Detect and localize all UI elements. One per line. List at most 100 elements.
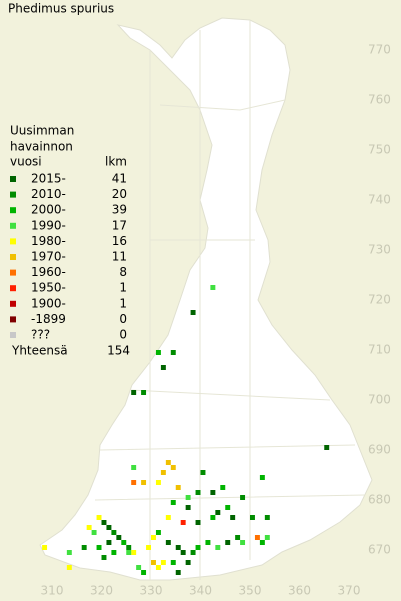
observation-cell (240, 495, 246, 500)
observation-cell (141, 480, 147, 485)
legend-swatch (10, 269, 16, 276)
y-axis-label: 740 (368, 193, 391, 207)
observation-cell (151, 560, 156, 565)
legend-swatch (10, 191, 16, 198)
y-axis-label: 770 (368, 43, 391, 57)
observation-cell (121, 540, 127, 545)
legend-heading: vuosi (10, 155, 42, 169)
y-axis-label: 750 (368, 143, 391, 157)
observation-cell (155, 530, 161, 535)
legend-label: 1990- (31, 218, 66, 232)
observation-cell (126, 550, 132, 555)
observation-cell (96, 545, 102, 550)
observation-cell (254, 535, 260, 540)
legend-swatch (10, 238, 16, 245)
observation-cell (170, 465, 176, 470)
observation-cell (131, 550, 137, 555)
observation-cell (151, 535, 156, 540)
legend-label: 2015- (31, 172, 66, 186)
legend-label: 1980- (31, 234, 66, 248)
legend-swatch (10, 332, 16, 338)
observation-cell (141, 570, 147, 575)
legend-count: 0 (119, 328, 127, 342)
observation-cell (131, 465, 137, 470)
legend-count: 1 (119, 281, 127, 295)
legend-label: 2000- (31, 203, 66, 217)
observation-cell (220, 485, 226, 490)
legend-label: 1970- (31, 250, 66, 264)
observation-cell (259, 540, 265, 545)
legend-count: 20 (112, 187, 127, 201)
observation-cell (215, 545, 221, 550)
observation-cell (190, 550, 196, 555)
observation-cell (225, 505, 231, 510)
boundaries (94, 20, 366, 580)
legend-heading: havainnon (10, 140, 73, 154)
x-axis-label: 340 (189, 584, 212, 598)
legend-count: 17 (112, 218, 127, 232)
observation-cell (116, 535, 122, 540)
observation-cell (240, 540, 246, 545)
x-axis-label: 320 (90, 584, 113, 598)
observation-cell (165, 460, 171, 465)
observation-cell (264, 535, 270, 540)
observation-cell (86, 525, 92, 530)
legend-heading: Uusimman (10, 124, 74, 138)
observation-cell (264, 515, 270, 520)
x-axis-label: 330 (140, 584, 163, 598)
y-axis-label: 710 (368, 343, 391, 357)
observation-cell (195, 545, 201, 550)
observation-cell (165, 515, 171, 520)
finland-outline (39, 17, 373, 581)
observation-cell (175, 485, 181, 490)
observation-cell (165, 540, 171, 545)
y-axis-label: 670 (368, 543, 391, 557)
observation-cell (106, 525, 112, 530)
observation-cell (136, 565, 142, 570)
observation-cell (235, 535, 241, 540)
legend-swatch (10, 176, 16, 182)
legend-swatch (10, 316, 16, 323)
x-axis-label: 310 (41, 584, 64, 598)
observation-cell (81, 545, 87, 550)
observation-cell (106, 540, 112, 545)
observation-cell (185, 505, 191, 510)
legend-label: 1960- (31, 265, 66, 279)
legend-count: 1 (119, 296, 127, 310)
legend-label: 1900- (31, 296, 66, 310)
legend-swatch (10, 207, 16, 214)
observation-cell (190, 310, 196, 315)
observation-cell (210, 515, 216, 520)
observation-cell (250, 515, 255, 520)
observation-cell (215, 510, 221, 515)
legend-label: 1950- (31, 281, 66, 295)
observation-cell (155, 350, 161, 355)
observation-cell (195, 520, 201, 525)
observation-cell (170, 500, 176, 505)
observation-cell (111, 530, 117, 535)
observation-cell (324, 445, 330, 450)
observation-cell (160, 560, 166, 565)
legend-label: -1899 (31, 312, 66, 326)
observation-cell (96, 515, 102, 520)
y-axis-label: 730 (368, 243, 391, 257)
observation-cell (155, 565, 161, 570)
observation-cell (91, 530, 97, 535)
legend-count: 16 (112, 234, 127, 248)
observation-cell (180, 520, 186, 525)
legend-swatch (10, 300, 16, 307)
y-axis-label: 690 (368, 443, 391, 457)
observation-cell (180, 550, 186, 555)
legend-count-header: lkm (105, 155, 127, 169)
x-axis-label: 370 (338, 584, 361, 598)
observation-cell (66, 565, 72, 570)
x-axis-label: 350 (239, 584, 262, 598)
observation-cell (210, 285, 216, 290)
observation-cell (225, 540, 231, 545)
legend-count: 11 (112, 250, 127, 264)
observation-cell (200, 470, 206, 475)
observation-cell (131, 480, 137, 485)
observation-cell (126, 545, 132, 550)
